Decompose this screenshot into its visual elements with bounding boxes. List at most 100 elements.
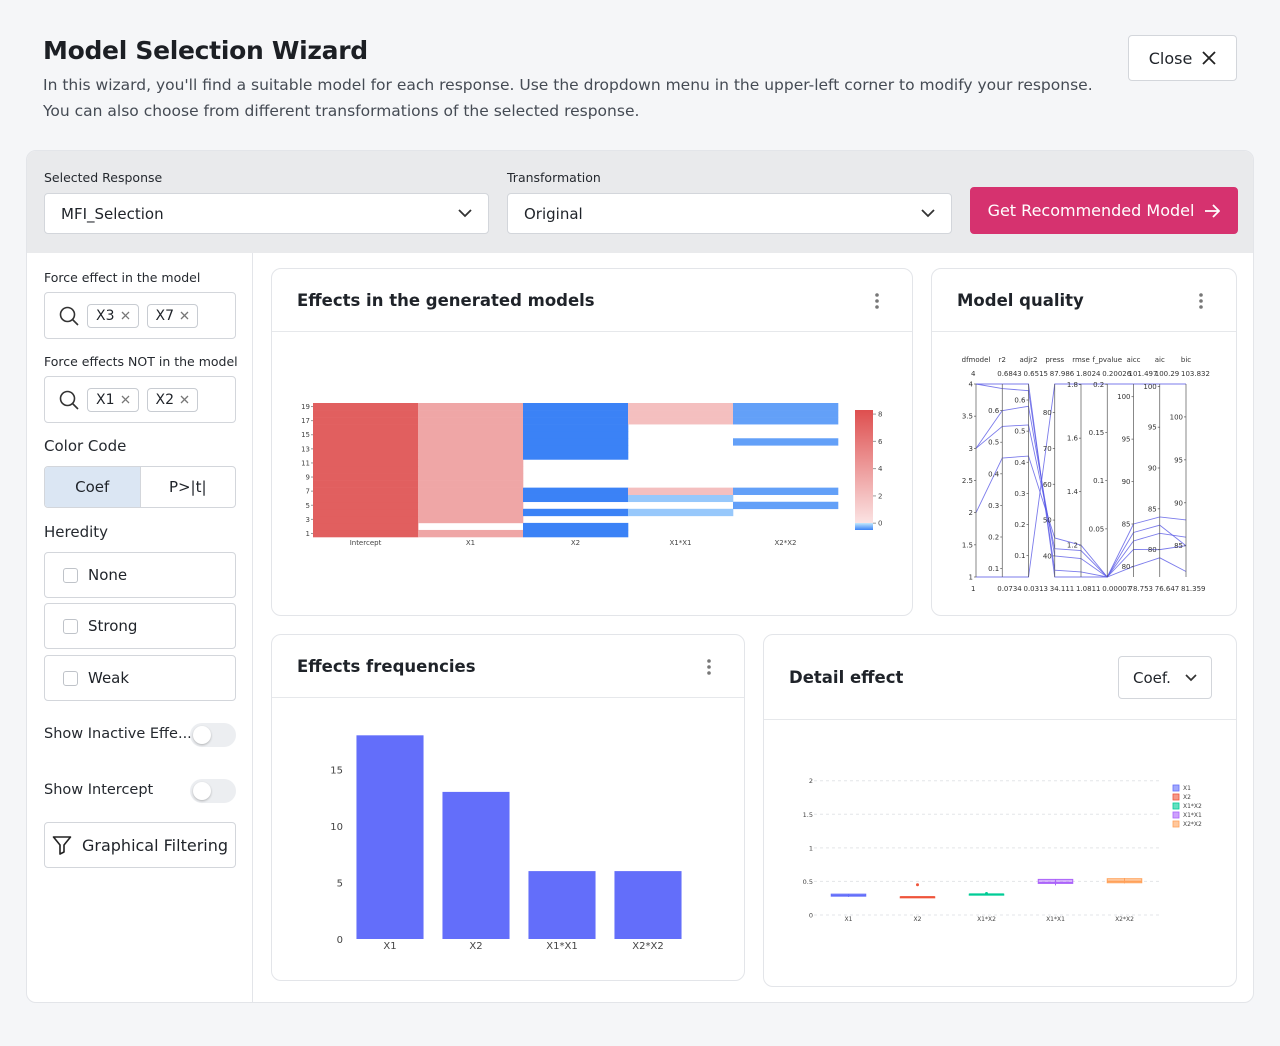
y-tick-label: 9	[306, 474, 310, 482]
range-max-label: 100.29	[1155, 370, 1180, 378]
range-min-label: 1	[971, 585, 975, 593]
range-min-label: 76.647	[1155, 585, 1180, 593]
segment-option[interactable]: P>|t|	[168, 478, 207, 496]
dimension-label: bic	[1181, 356, 1191, 364]
y-tick-label: 15	[301, 431, 310, 439]
colorbar-tick-label: 2	[878, 492, 882, 500]
filter-button[interactable]: Graphical Filtering	[44, 822, 236, 868]
heredity-option[interactable]: Weak	[44, 655, 236, 701]
heatmap-cell	[628, 410, 734, 418]
coef-dropdown[interactable]: Coef.	[1118, 656, 1212, 699]
axis-tick-label: 0.15	[1089, 429, 1105, 437]
chevron	[1185, 673, 1197, 681]
chip[interactable]: X3	[87, 303, 139, 328]
heatmap-cell	[313, 452, 419, 460]
legend-label: X2*X2	[1183, 821, 1202, 828]
panel-title: Effects frequencies	[297, 657, 476, 676]
chip[interactable]: X1	[87, 387, 139, 412]
transformation-dropdown[interactable]: Original	[507, 193, 952, 234]
axis-tick-label: 90	[1122, 478, 1131, 486]
x-tick-label: X2*X2	[1115, 916, 1134, 923]
range-min-label: 81.359	[1181, 585, 1206, 593]
heatmap-cell	[523, 508, 629, 517]
dimension-label: aicc	[1127, 356, 1141, 364]
menu-icon[interactable]	[874, 292, 880, 310]
description-line: You can also choose from different trans…	[43, 102, 640, 120]
range-min-label: 0.0734	[997, 585, 1022, 593]
heatmap-cell	[313, 410, 419, 418]
button-label: Graphical Filtering	[81, 835, 229, 855]
bar	[528, 871, 596, 939]
field-label: Force effect in the model	[44, 270, 201, 285]
parcoords-chart: dfmodel 4 1 1 1.5 2 2.5 3 3.5 4 r2 0.6843 0.0734 0.1 0…	[962, 356, 1210, 593]
menu-icon[interactable]	[706, 658, 712, 676]
segment-option[interactable]: Coef	[45, 467, 141, 507]
axis-tick-label: 90	[1148, 464, 1157, 472]
sidebar	[27, 253, 253, 1002]
heatmap-cell	[628, 417, 734, 425]
force-out-input[interactable]: X1 X2	[44, 376, 236, 423]
y-tick-label: 0.5	[803, 878, 813, 886]
heatmap-cell	[313, 473, 419, 481]
chip[interactable]: X7	[146, 303, 198, 328]
chip-label: X1	[96, 391, 115, 408]
description-line: In this wizard, you'll find a suitable m…	[43, 76, 1093, 94]
dimension-label: r2	[999, 356, 1006, 364]
force-in-input[interactable]: X3 X7	[44, 292, 236, 339]
axis-tick-label: 85	[1174, 542, 1183, 550]
y-tick-label: 1.5	[803, 811, 813, 819]
heatmap-cell	[313, 445, 419, 453]
axis-tick-label: 0.4	[1014, 459, 1026, 467]
axis-tick-label: 3.5	[962, 413, 973, 421]
legend-label: X2	[1183, 794, 1191, 801]
close-icon	[1202, 51, 1216, 65]
axis-tick-label: 0.2	[1014, 521, 1025, 529]
remove-icon	[121, 395, 129, 404]
legend-label: X1*X1	[1183, 812, 1202, 819]
x-tick-label: X1*X1	[1046, 916, 1065, 923]
heatmap-cell	[523, 452, 629, 460]
heatmap-cell	[313, 487, 419, 495]
toggle-switch[interactable]	[190, 779, 236, 803]
y-tick-label: 7	[306, 488, 310, 496]
arrow-icon	[1205, 203, 1221, 218]
toggle-switch[interactable]	[190, 723, 236, 747]
range-max-label: 4	[971, 370, 976, 378]
heatmap-cell	[313, 494, 419, 503]
axis-tick-label: 0.5	[1014, 428, 1025, 436]
checkbox	[63, 567, 78, 583]
legend-swatch	[1172, 802, 1180, 810]
heredity-option[interactable]: None	[44, 552, 236, 598]
response-dropdown[interactable]: MFI_Selection	[44, 193, 489, 234]
heredity-option[interactable]: Strong	[44, 603, 236, 649]
axis-tick-label: 40	[1043, 552, 1052, 560]
axis-tick-label: 50	[1043, 517, 1052, 525]
x-tick-label: X2*X2	[632, 941, 663, 952]
heatmap-cell	[418, 403, 524, 411]
x-tick-label: Intercept	[350, 539, 382, 547]
heatmap-cell	[313, 459, 419, 467]
chip-label: X2	[155, 391, 175, 408]
legend-swatch	[1172, 784, 1180, 792]
heatmap-cell	[523, 445, 629, 453]
heatmap-cell	[418, 452, 524, 460]
heatmap-cell	[523, 522, 629, 531]
axis-tick-label: 0.05	[1089, 525, 1105, 533]
range-max-label: 103.832	[1181, 370, 1210, 378]
heatmap-cell	[313, 438, 419, 446]
close-button[interactable]: Close	[1128, 35, 1237, 81]
heatmap-cell	[418, 480, 524, 488]
dropdown-value: MFI_Selection	[61, 204, 164, 223]
axis-tick-label: 1.4	[1067, 488, 1079, 496]
recommend-button[interactable]: Get Recommended Model	[970, 187, 1238, 234]
chip[interactable]: X2	[146, 387, 198, 412]
heatmap-cell	[733, 410, 839, 418]
heatmap-cell	[523, 487, 629, 495]
axis-tick-label: 4	[969, 381, 974, 389]
chevron	[458, 209, 472, 218]
menu-icon[interactable]	[1198, 292, 1204, 310]
heatmap-cell	[418, 445, 524, 453]
heatmap-cell	[733, 438, 839, 446]
y-tick-label: 1	[809, 844, 813, 852]
legend-swatch	[1172, 811, 1180, 819]
